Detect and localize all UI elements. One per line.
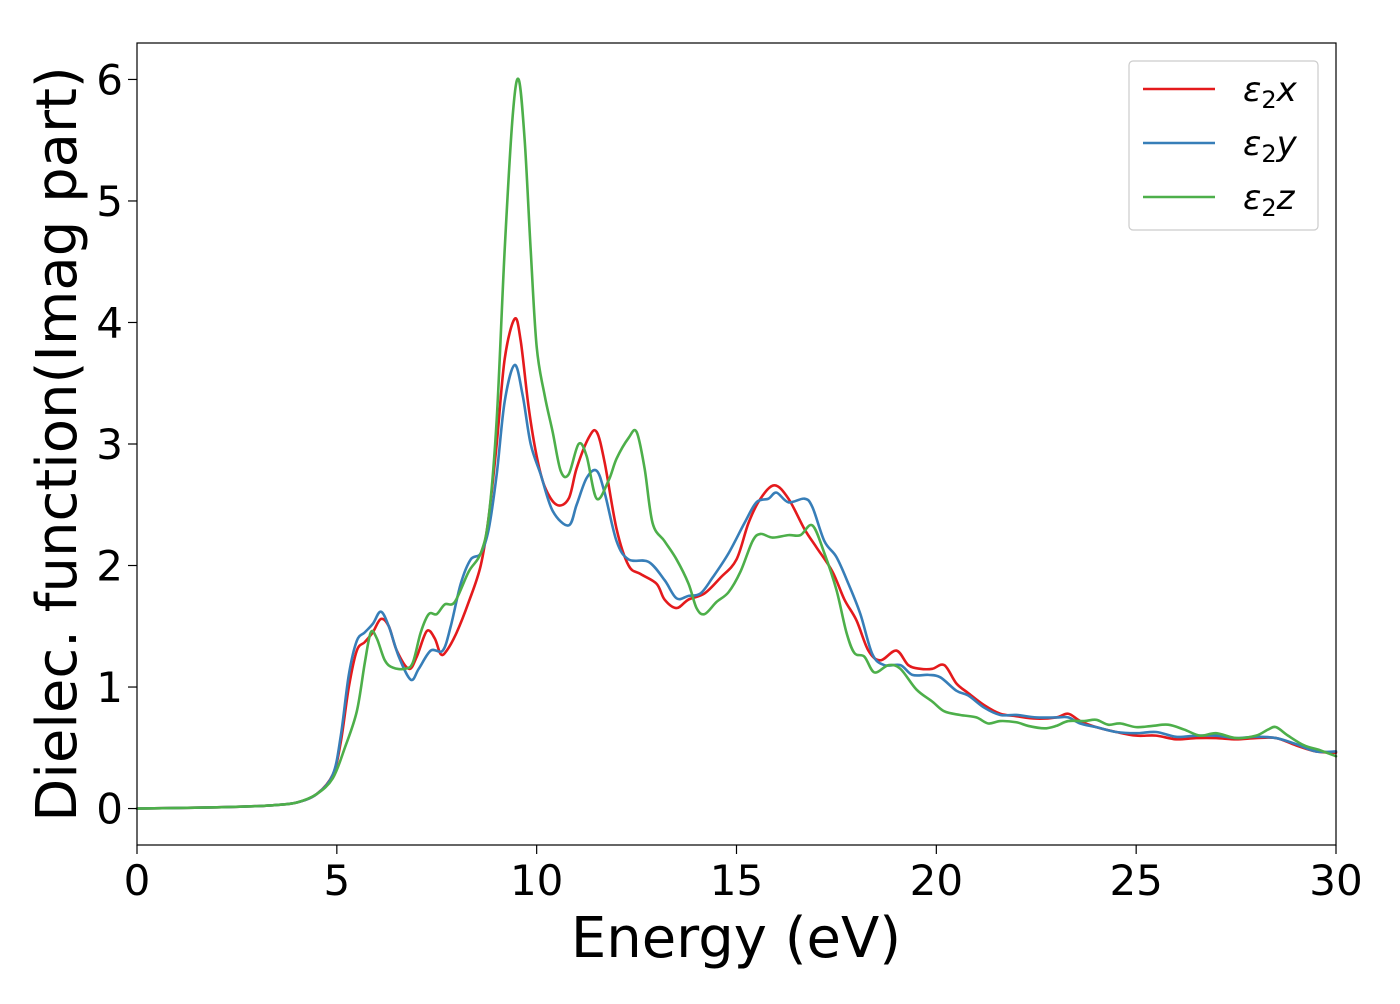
y-axis-label: Dielec. function(Imag part): [25, 66, 90, 822]
legend-label-x: ε2x: [1243, 70, 1298, 114]
y-tick-label: 5: [96, 177, 123, 226]
legend: ε2x ε2y ε2z: [1128, 60, 1319, 231]
series-line-x: [135, 317, 1338, 810]
x-tick-label: 10: [510, 856, 563, 905]
y-tick-label: 0: [96, 785, 123, 834]
series-layer: [135, 77, 1338, 810]
x-axis: 0 5 10 15 20 25 30: [124, 845, 1363, 905]
x-tick-label: 0: [124, 856, 151, 905]
y-tick-label: 4: [96, 298, 123, 347]
y-tick-label: 2: [96, 542, 123, 591]
y-tick-label: 6: [96, 55, 123, 104]
legend-box: [1128, 60, 1319, 231]
legend-label-y: ε2y: [1243, 124, 1298, 168]
x-tick-label: 20: [910, 856, 963, 905]
y-axis: 0 1 2 3 4 5 6: [96, 55, 137, 834]
x-tick-label: 30: [1309, 856, 1362, 905]
x-tick-label: 25: [1109, 856, 1162, 905]
series-line-z: [135, 77, 1338, 810]
series-line-y: [135, 363, 1338, 810]
x-axis-label: Energy (eV): [571, 906, 901, 971]
y-tick-label: 1: [96, 663, 123, 712]
x-tick-label: 15: [710, 856, 763, 905]
x-tick-label: 5: [323, 856, 350, 905]
y-tick-label: 3: [96, 420, 123, 469]
legend-label-z: ε2z: [1243, 178, 1296, 222]
